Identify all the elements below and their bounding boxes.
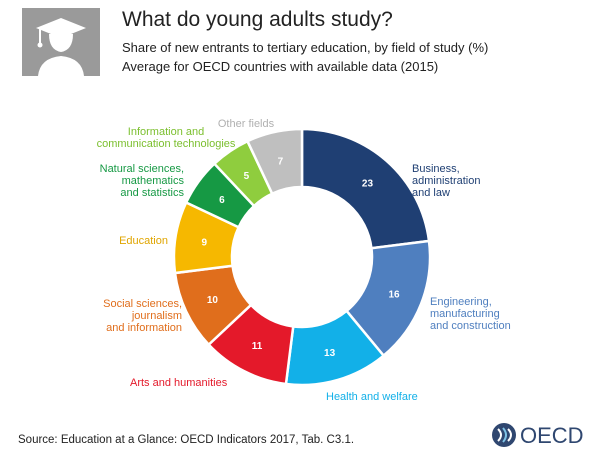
- value-label-natural-sciences-mathematics-and-statistics: 6: [219, 195, 225, 206]
- category-label-health-and-welfare: Health and welfare: [326, 391, 418, 403]
- category-label-engineering-manufacturing-and-construction: Engineering, manufacturing and constructio…: [430, 296, 511, 332]
- value-label-business-administration-and-law: 23: [362, 179, 374, 190]
- category-label-education: Education: [119, 235, 168, 247]
- chart-title: What do young adults study?: [122, 8, 393, 31]
- graduate-icon: [22, 8, 100, 76]
- oecd-logo-icon: [492, 423, 516, 447]
- value-label-engineering-manufacturing-and-construction: 16: [388, 289, 400, 300]
- chart-subtitle-2: Average for OECD countries with availabl…: [122, 59, 439, 74]
- category-label-natural-sciences-mathematics-and-statistics: Natural sciences, mathematics and statisti…: [100, 163, 185, 199]
- value-label-education: 9: [201, 238, 207, 249]
- category-label-other-fields: Other fields: [218, 118, 275, 130]
- slice-other-fields: [245, 127, 304, 196]
- value-label-health-and-welfare: 13: [324, 348, 336, 359]
- category-label-business-administration-and-law: Business, administration and law: [412, 163, 480, 199]
- donut-chart: 23 16 13 11 10 9 6 5 7 Business, administration an…: [97, 118, 511, 403]
- oecd-logo-text: OECD: [520, 423, 584, 448]
- value-label-social-sciences-journalism-and-information: 10: [207, 295, 219, 306]
- value-label-arts-and-humanities: 11: [252, 341, 263, 352]
- category-label-information-and-communication-technologies: Information and communication technologie…: [97, 126, 236, 150]
- value-label-other-fields: 7: [278, 156, 284, 167]
- category-label-social-sciences-journalism-and-information: Social sciences, journalism and informatio…: [103, 298, 182, 334]
- slice-business-administration-and-law: [300, 127, 431, 250]
- chart-subtitle: Share of new entrants to tertiary educat…: [122, 40, 489, 55]
- source-note: Source: Education at a Glance: OECD Indi…: [18, 434, 355, 446]
- value-label-information-and-communication-technologies: 5: [244, 171, 250, 182]
- category-label-arts-and-humanities: Arts and humanities: [130, 377, 228, 389]
